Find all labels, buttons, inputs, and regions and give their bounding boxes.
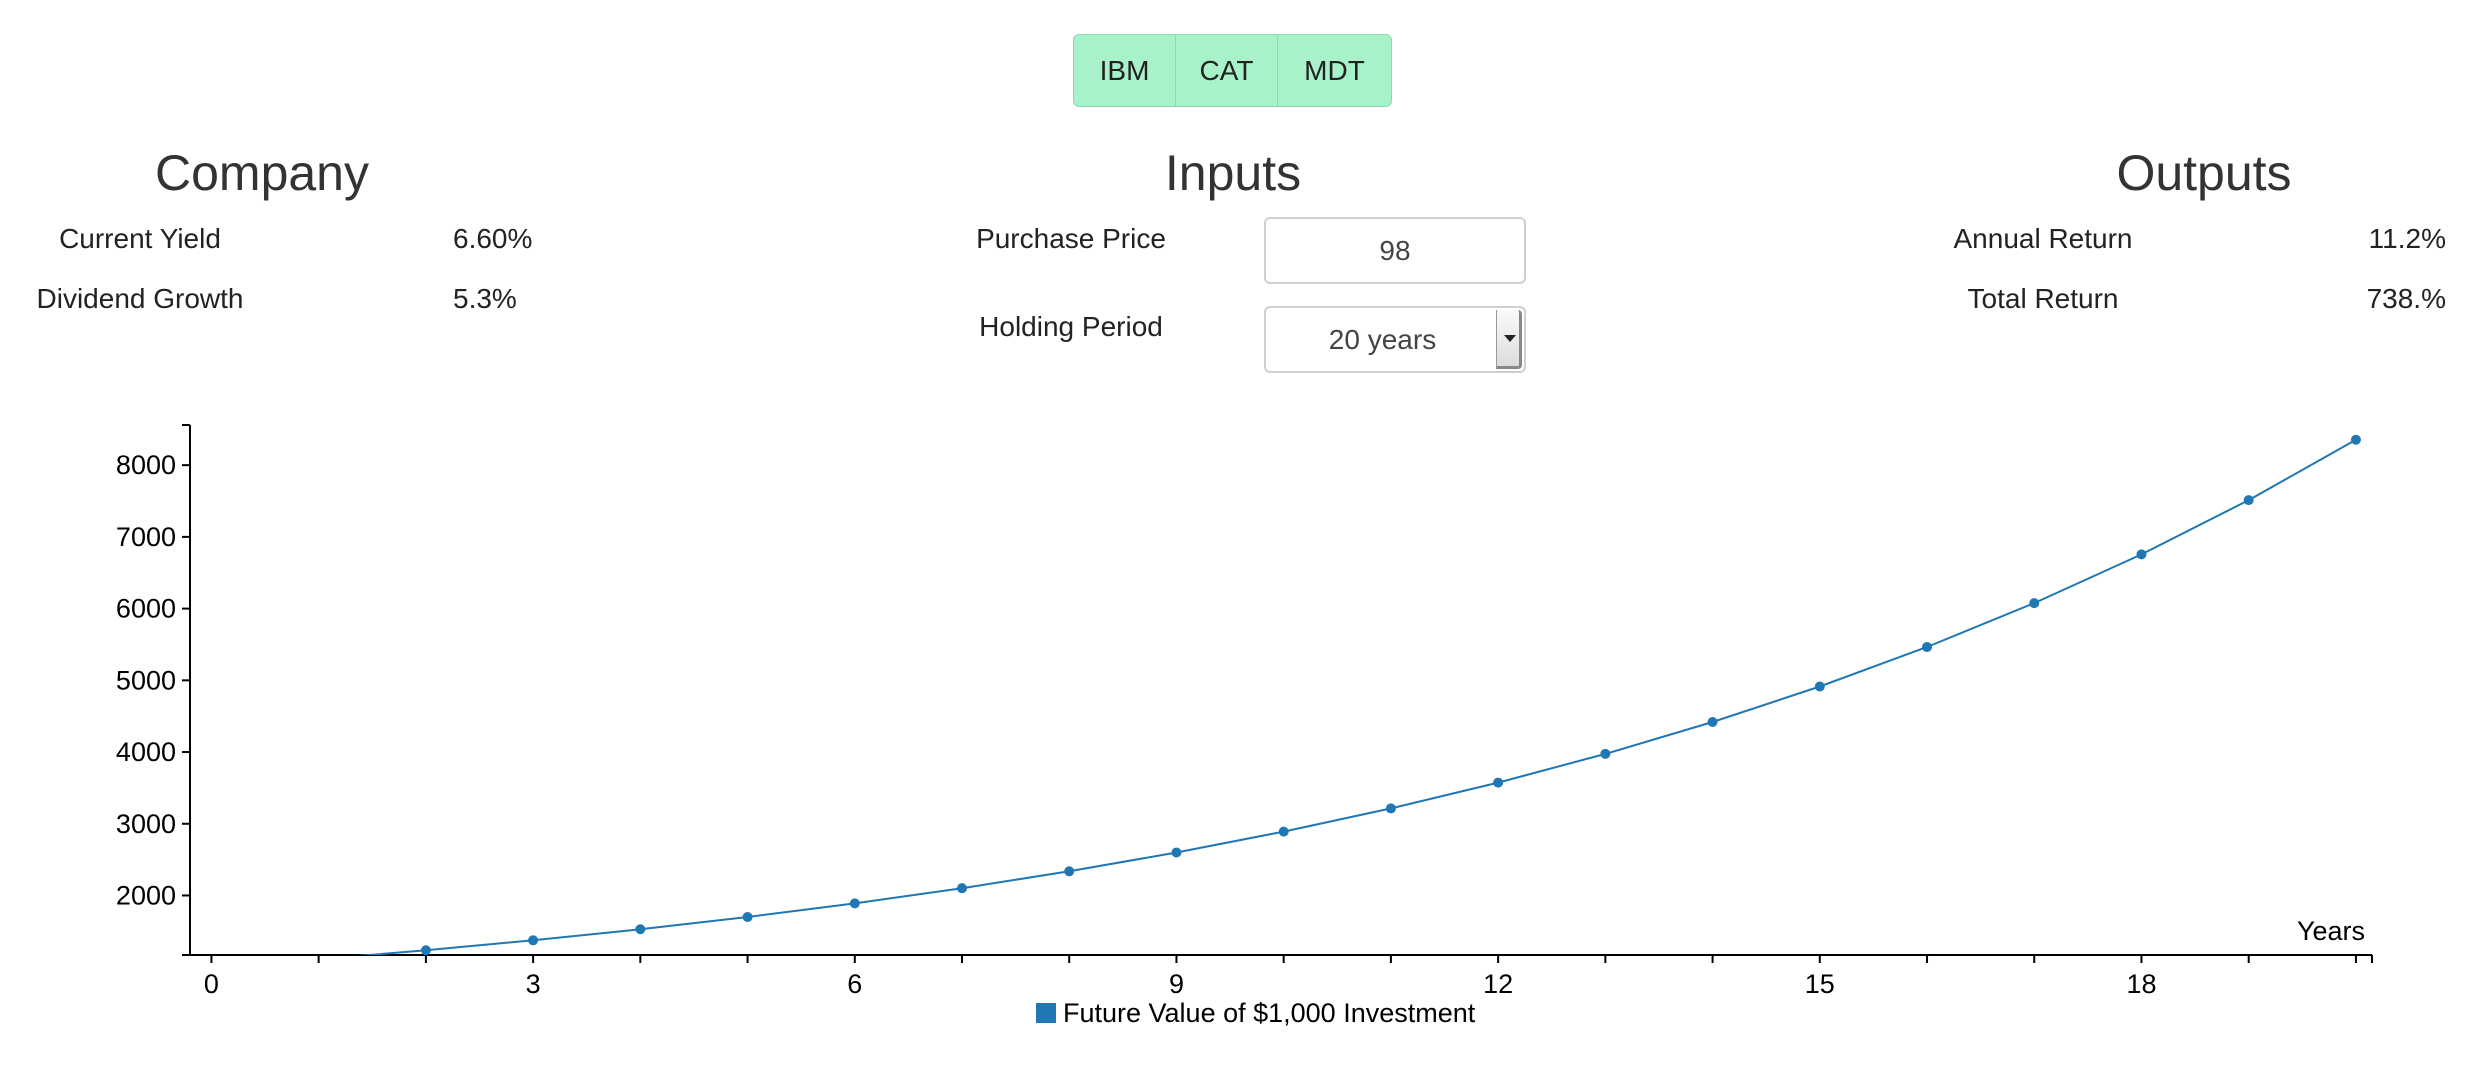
data-point	[2243, 495, 2254, 506]
data-point	[420, 945, 431, 956]
ticker-button-ibm[interactable]: IBM	[1074, 35, 1176, 106]
holding-period-select[interactable]: 20 years	[1264, 306, 1526, 373]
series-line	[357, 438, 2357, 955]
current-yield-value: 6.60%	[453, 223, 533, 254]
data-point	[742, 911, 753, 922]
caret-down-icon	[1504, 335, 1516, 342]
holding-period-value: 20 years	[1328, 323, 1437, 355]
x-tick-label: 0	[204, 969, 219, 999]
data-point	[2029, 598, 2040, 609]
data-point	[849, 898, 860, 909]
y-tick-label: 3000	[116, 809, 176, 839]
data-point	[1278, 826, 1289, 837]
inputs-title: Inputs	[1164, 145, 1302, 201]
annual-return-label: Annual Return	[1953, 223, 2133, 254]
total-return-label: Total Return	[1967, 283, 2119, 314]
ticker-selector: IBM CAT MDT	[1073, 34, 1392, 107]
y-tick-label: 6000	[116, 594, 176, 624]
legend-label: Future Value of $1,000 Investment	[1063, 998, 1476, 1028]
purchase-price-label: Purchase Price	[976, 223, 1166, 254]
data-point	[1922, 642, 1933, 653]
legend-swatch	[1036, 1003, 1056, 1023]
x-tick-label: 12	[1483, 969, 1513, 999]
data-point	[1385, 803, 1396, 814]
data-point	[2350, 434, 2361, 445]
y-tick-label: 7000	[116, 522, 176, 552]
data-point	[1707, 716, 1718, 727]
data-point	[2136, 549, 2147, 560]
data-point	[1600, 748, 1611, 759]
current-yield-label: Current Yield	[59, 223, 221, 254]
x-axis-title: Years	[2297, 916, 2365, 946]
x-tick-label: 18	[2126, 969, 2156, 999]
y-tick-label: 5000	[116, 665, 176, 695]
dividend-growth-label: Dividend Growth	[36, 283, 244, 314]
total-return-value: 738.%	[2366, 283, 2446, 314]
data-point	[1814, 681, 1825, 692]
y-tick-label: 2000	[116, 880, 176, 910]
y-tick-label: 8000	[116, 450, 176, 480]
y-tick-label: 4000	[116, 737, 176, 767]
dividend-growth-value: 5.3%	[453, 283, 517, 314]
data-point	[1171, 847, 1182, 858]
company-title: Company	[155, 145, 369, 201]
data-point	[957, 883, 968, 894]
data-point	[528, 935, 539, 946]
data-point	[1493, 777, 1504, 788]
x-tick-label: 9	[1169, 969, 1184, 999]
x-tick-label: 6	[847, 969, 862, 999]
ticker-button-cat[interactable]: CAT	[1176, 35, 1278, 106]
annual-return-value: 11.2%	[2368, 223, 2446, 254]
ticker-button-mdt[interactable]: MDT	[1304, 54, 1365, 86]
holding-period-label: Holding Period	[979, 311, 1163, 342]
data-point	[1064, 866, 1075, 877]
data-point	[635, 924, 646, 935]
dropdown-button[interactable]	[1496, 310, 1522, 369]
x-tick-label: 3	[526, 969, 541, 999]
purchase-price-input[interactable]: 98	[1264, 217, 1526, 284]
outputs-title: Outputs	[2116, 145, 2292, 201]
x-tick-label: 15	[1805, 969, 1835, 999]
